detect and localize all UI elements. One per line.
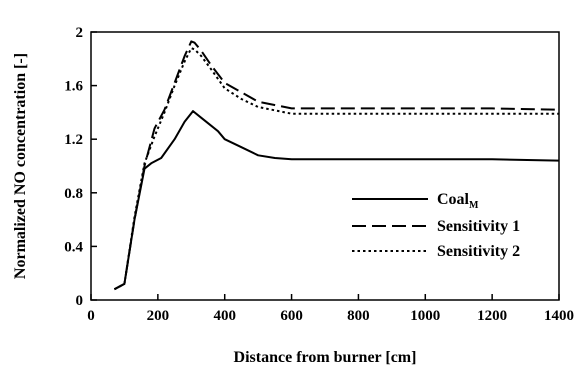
x-tick-label: 1000 — [410, 308, 440, 324]
plot-frame — [90, 31, 560, 301]
series-line-1 — [113, 110, 560, 291]
y-tick-label: 0.8 — [64, 186, 83, 202]
x-tick-label: 1200 — [477, 308, 507, 324]
legend-label-3: Sensitivity 2 — [437, 243, 520, 260]
y-tick-label: 1.2 — [64, 132, 83, 148]
x-axis-title: Distance from burner [cm] — [234, 349, 417, 366]
series-line-2 — [113, 40, 560, 291]
x-tick-label: 200 — [147, 308, 170, 324]
y-tick-label: 2 — [76, 25, 84, 41]
y-tick-label: 1.6 — [64, 79, 83, 95]
y-tick-label: 0.4 — [64, 239, 83, 255]
x-tick-label: 600 — [280, 308, 303, 324]
legend-label-1: CoalM — [437, 191, 479, 211]
legend-label-2: Sensitivity 1 — [437, 218, 520, 235]
y-tick-label: 0 — [76, 293, 84, 309]
series-layer — [113, 40, 560, 291]
x-tick-label: 1400 — [544, 308, 574, 324]
y-axis-title: Normalized NO concentration [-] — [12, 53, 29, 279]
x-tick-label: 800 — [347, 308, 370, 324]
legend-label-subscript: M — [469, 200, 479, 211]
legend: CoalM Sensitivity 1 Sensitivity 2 — [352, 191, 520, 260]
series-line-3 — [113, 47, 559, 291]
x-tick-label: 0 — [87, 308, 95, 324]
x-tick-label: 400 — [213, 308, 236, 324]
ticks-layer: 0 200 400 600 800 1000 1200 1400 0 0.4 0.8 1.2 1.6 2 — [64, 25, 574, 324]
